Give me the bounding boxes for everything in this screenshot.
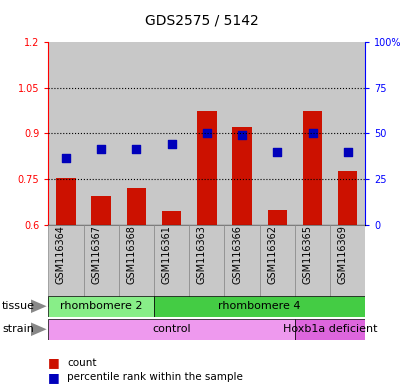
Point: [239, 132, 245, 138]
Bar: [295, 319, 365, 340]
Bar: [224, 225, 260, 307]
Text: tissue: tissue: [2, 301, 35, 311]
Bar: [338, 171, 357, 225]
Text: GSM116369: GSM116369: [338, 225, 348, 283]
Text: GSM116363: GSM116363: [197, 225, 207, 283]
Bar: [303, 111, 322, 225]
Bar: [48, 319, 295, 340]
Text: GSM116361: GSM116361: [162, 225, 172, 283]
Text: GSM116362: GSM116362: [267, 225, 277, 284]
Text: strain: strain: [2, 324, 34, 334]
Bar: [330, 225, 365, 307]
Text: Hoxb1a deficient: Hoxb1a deficient: [283, 324, 378, 334]
Text: GSM116368: GSM116368: [126, 225, 136, 283]
Polygon shape: [31, 300, 47, 313]
Bar: [119, 225, 154, 307]
Point: [203, 131, 210, 137]
Text: ■: ■: [48, 356, 60, 369]
Bar: [189, 225, 224, 307]
Bar: [127, 188, 146, 225]
Text: GSM116366: GSM116366: [232, 225, 242, 283]
Bar: [48, 296, 154, 317]
Bar: [197, 111, 217, 225]
Bar: [154, 225, 189, 307]
Text: GSM116367: GSM116367: [91, 225, 101, 284]
Text: GSM116364: GSM116364: [56, 225, 66, 283]
Point: [309, 131, 316, 137]
Text: control: control: [152, 324, 191, 334]
Bar: [260, 225, 295, 307]
Bar: [56, 177, 76, 225]
Bar: [232, 127, 252, 225]
Point: [63, 155, 69, 161]
Text: percentile rank within the sample: percentile rank within the sample: [67, 372, 243, 382]
Bar: [84, 225, 119, 307]
Point: [133, 146, 140, 152]
Bar: [268, 210, 287, 225]
Point: [274, 149, 281, 155]
Polygon shape: [31, 323, 47, 336]
Point: [168, 141, 175, 147]
Bar: [162, 211, 181, 225]
Bar: [295, 225, 330, 307]
Text: GDS2575 / 5142: GDS2575 / 5142: [145, 13, 258, 27]
Point: [98, 146, 105, 152]
Text: rhombomere 2: rhombomere 2: [60, 301, 142, 311]
Text: rhombomere 4: rhombomere 4: [218, 301, 301, 311]
Bar: [154, 296, 365, 317]
Bar: [48, 225, 84, 307]
Bar: [92, 196, 111, 225]
Text: ■: ■: [48, 371, 60, 384]
Text: count: count: [67, 358, 97, 368]
Text: GSM116365: GSM116365: [302, 225, 312, 284]
Point: [344, 149, 351, 155]
